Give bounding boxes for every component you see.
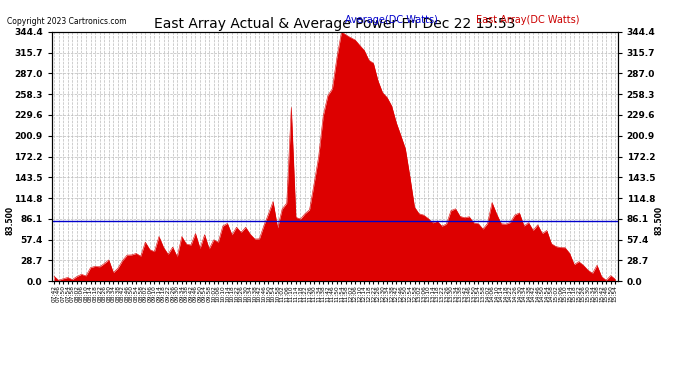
Text: East Array(DC Watts): East Array(DC Watts) <box>476 15 580 25</box>
Text: 83.500: 83.500 <box>654 206 663 236</box>
Text: Copyright 2023 Cartronics.com: Copyright 2023 Cartronics.com <box>7 17 126 26</box>
Text: 83.500: 83.500 <box>6 206 15 236</box>
Title: East Array Actual & Average Power Fri Dec 22 15:53: East Array Actual & Average Power Fri De… <box>154 17 515 31</box>
Text: Average(DC Watts): Average(DC Watts) <box>345 15 438 25</box>
